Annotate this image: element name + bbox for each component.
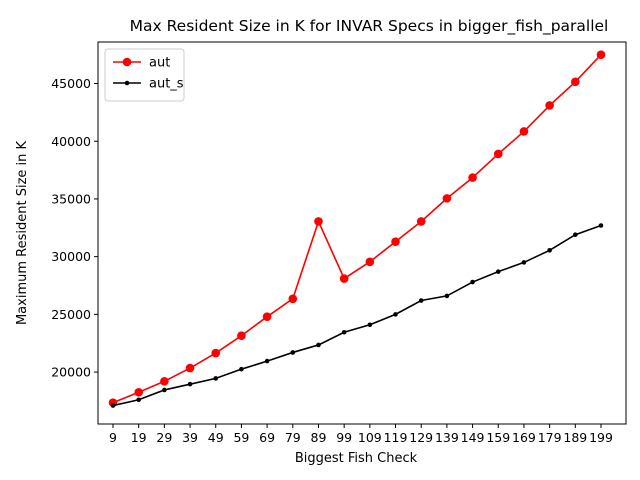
data-point-aut_s (239, 366, 244, 372)
x-tick-label: 119 (384, 430, 408, 445)
legend-label-aut_s: aut_s (149, 77, 184, 92)
data-point-aut (571, 77, 580, 87)
x-tick-label: 169 (512, 430, 536, 445)
x-tick-label: 109 (358, 430, 382, 445)
x-tick-label: 159 (486, 430, 510, 445)
x-tick-label: 39 (182, 430, 198, 445)
legend-marker-aut (122, 57, 132, 67)
x-tick-label: 139 (435, 430, 459, 445)
y-axis-label: Maximum Resident Size in K (15, 141, 30, 326)
legend-box (104, 48, 185, 102)
data-point-aut (314, 217, 323, 226)
data-point-aut_s (367, 322, 373, 328)
data-point-aut (391, 237, 400, 246)
data-point-aut (339, 274, 349, 283)
data-point-aut_s (316, 342, 321, 348)
data-point-aut (442, 194, 452, 203)
legend-label-aut: aut (149, 56, 170, 71)
data-point-aut (545, 101, 554, 110)
x-tick-label: 199 (589, 430, 613, 445)
chart-title: Max Resident Size in K for INVAR Specs i… (130, 17, 609, 36)
x-tick-label: 79 (285, 430, 301, 445)
x-tick-label: 49 (208, 430, 224, 445)
y-tick-label: 40000 (51, 134, 91, 149)
x-axis-label: Biggest Fish Check (295, 451, 418, 466)
x-tick-label: 29 (156, 430, 172, 445)
data-point-aut_s (264, 358, 270, 364)
y-tick-label: 25000 (51, 307, 91, 322)
data-point-aut (160, 376, 169, 386)
x-tick-label: 9 (109, 430, 117, 445)
data-point-aut_s (110, 403, 116, 408)
data-point-aut_s (547, 248, 552, 253)
legend-marker-aut_s (124, 80, 130, 86)
y-axis: 20000 25000 30000 35000 40000 45000 (51, 76, 98, 380)
data-point-aut_s (573, 232, 578, 238)
data-point-aut_s (495, 269, 501, 274)
x-tick-label: 19 (131, 430, 147, 445)
data-point-aut (262, 312, 272, 321)
data-point-aut_s (393, 312, 398, 317)
y-tick-label: 30000 (51, 249, 91, 264)
data-point-aut (493, 149, 503, 159)
series-line-aut_s (112, 224, 602, 407)
data-point-aut (185, 363, 195, 373)
data-point-aut (211, 348, 221, 358)
series-line-aut (112, 54, 602, 404)
data-point-aut_s (470, 279, 475, 285)
data-point-aut_s (341, 329, 347, 335)
data-point-aut_s (290, 350, 296, 355)
data-point-aut (237, 331, 246, 341)
data-point-aut_s (162, 387, 167, 393)
data-point-aut_s (213, 376, 219, 381)
data-point-aut_s (187, 381, 193, 387)
x-tick-label: 69 (259, 430, 275, 445)
y-tick-label: 20000 (51, 365, 91, 380)
x-tick-label: 59 (233, 430, 249, 445)
x-axis: 9 19 29 39 49 59 69 79 89 99 109 119 129 139 149 159 169… (109, 424, 613, 445)
x-tick-label: 149 (461, 430, 485, 445)
data-point-aut_s (598, 223, 604, 228)
plot-frame (97, 41, 627, 425)
data-point-aut (468, 173, 477, 182)
data-point-aut (596, 50, 606, 59)
data-point-aut_s (521, 260, 527, 265)
data-point-aut (288, 294, 298, 304)
data-point-aut (365, 257, 375, 267)
legend: aut aut_s (104, 48, 185, 102)
y-tick-label: 35000 (51, 191, 91, 206)
data-point-aut (519, 127, 529, 136)
data-point-aut (134, 387, 143, 397)
y-tick-label: 45000 (51, 76, 91, 91)
data-point-aut_s (418, 298, 424, 303)
x-tick-label: 189 (563, 430, 587, 445)
x-tick-label: 89 (311, 430, 327, 445)
x-tick-label: 129 (409, 430, 433, 445)
data-point-aut_s (136, 397, 141, 403)
data-point-aut (416, 217, 426, 226)
x-tick-label: 179 (538, 430, 562, 445)
data-point-aut_s (444, 293, 450, 299)
x-tick-label: 99 (336, 430, 352, 445)
plot-marks (108, 50, 606, 408)
